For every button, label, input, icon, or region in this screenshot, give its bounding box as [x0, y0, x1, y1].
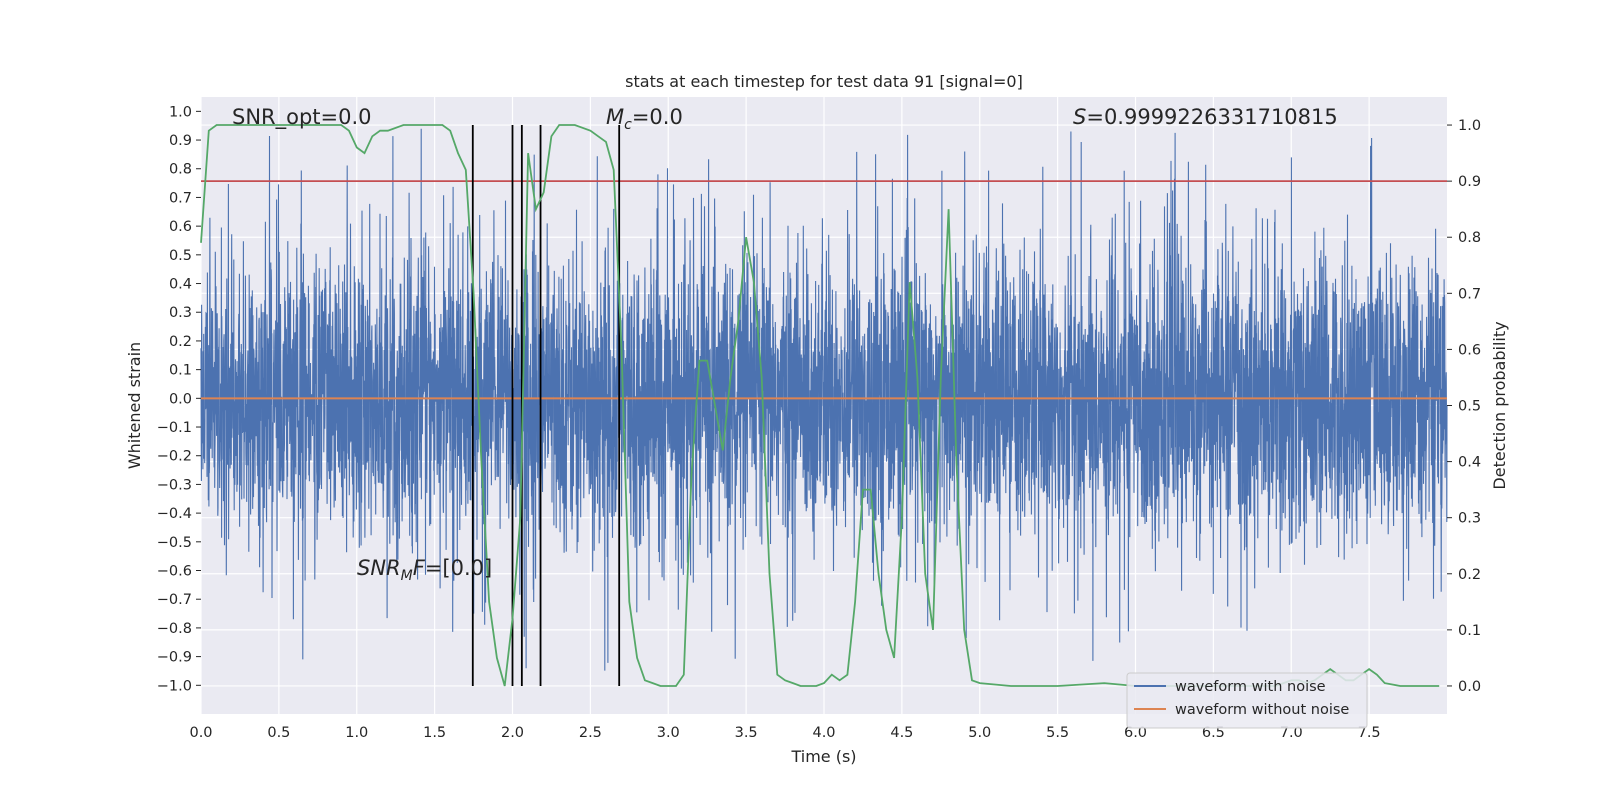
x-tick-label: 0.0: [189, 725, 212, 741]
y2-tick-label: 1.0: [1458, 118, 1481, 134]
y2-tick-label: 0.4: [1458, 455, 1481, 471]
y-tick-label: −0.9: [157, 650, 192, 666]
annotation-chirp-mass-symbol: M: [606, 105, 624, 129]
annotation-snr-mf-symbol: SNR: [357, 556, 401, 580]
y-tick-label: 0.6: [169, 219, 192, 235]
y2-tick-label: 0.0: [1458, 679, 1481, 695]
series-waveform-with-noise: [200, 128, 1448, 671]
annotation-chirp-mass: Mc=0.0: [606, 105, 683, 133]
x-tick-label: 5.0: [968, 725, 991, 741]
y2-axis-ticks: 1.0 0.9 0.8 0.7 0.6 0.5 0.4 0.3 0.2 0.1 0.0: [1447, 118, 1481, 695]
y-tick-label: 0.1: [169, 363, 192, 379]
x-tick-label: 7.0: [1280, 725, 1303, 741]
waveform-with-noise-line: [200, 128, 1448, 671]
y-tick-label: −0.5: [157, 535, 192, 551]
y-tick-label: 0.3: [169, 305, 192, 321]
x-tick-label: 5.5: [1046, 725, 1069, 741]
marker-lines: [471, 125, 621, 686]
y-tick-label: 0.7: [169, 190, 192, 206]
y-tick-label: −0.3: [157, 477, 192, 493]
annotation-snr-mf-subscript: M: [401, 568, 413, 584]
x-tick-label: 7.5: [1358, 725, 1381, 741]
legend-label-waveform-with-noise: waveform with noise: [1175, 679, 1326, 695]
x-tick-label: 1.0: [345, 725, 368, 741]
annotation-snr-mf-mid: F: [413, 556, 426, 580]
x-tick-label: 1.5: [423, 725, 446, 741]
y-tick-label: −0.7: [157, 592, 192, 608]
y-tick-label: −0.2: [157, 449, 192, 465]
annotation-statistic-value: =0.9999226331710815: [1086, 105, 1337, 129]
legend: waveform with noise waveform without noi…: [1126, 672, 1368, 729]
y2-tick-label: 0.9: [1458, 174, 1481, 190]
y2-tick-label: 0.8: [1458, 230, 1481, 246]
y-axis-ticks: 1.0 0.9 0.8 0.7 0.6 0.5 0.4 0.3 0.2 0.1 0.0 −0.1 −0.…: [157, 104, 201, 694]
y-tick-label: 0.8: [169, 162, 192, 178]
y-tick-label: 0.2: [169, 334, 192, 350]
annotation-chirp-mass-value: =0.0: [632, 105, 683, 129]
x-tick-label: 4.5: [890, 725, 913, 741]
legend-box: [1126, 672, 1368, 729]
annotation-snr-mf: SNRMF=[0.0]: [357, 556, 492, 584]
x-tick-label: 2.0: [501, 725, 524, 741]
annotation-statistic: S=0.9999226331710815: [1073, 105, 1338, 129]
y-tick-label: −0.1: [157, 420, 192, 436]
x-axis-label: Time (s): [790, 747, 856, 766]
y-tick-label: 0.0: [169, 391, 192, 407]
x-tick-label: 3.5: [735, 725, 758, 741]
y2-tick-label: 0.7: [1458, 286, 1481, 302]
y-tick-label: −0.8: [157, 621, 192, 637]
x-tick-label: 0.5: [267, 725, 290, 741]
y2-axis-label: Detection probability: [1490, 321, 1509, 489]
y2-tick-label: 0.1: [1458, 623, 1481, 639]
y-tick-label: 0.9: [169, 133, 192, 149]
y-tick-label: −1.0: [157, 678, 192, 694]
x-tick-label: 3.0: [657, 725, 680, 741]
y-tick-label: −0.6: [157, 564, 192, 580]
x-tick-label: 2.5: [579, 725, 602, 741]
y2-tick-label: 0.2: [1458, 567, 1481, 583]
y2-tick-label: 0.6: [1458, 342, 1481, 358]
y2-tick-label: 0.3: [1458, 511, 1481, 527]
annotation-chirp-mass-subscript: c: [624, 117, 632, 133]
annotation-snr-opt: SNR_opt=0.0: [232, 105, 372, 130]
y2-tick-label: 0.5: [1458, 399, 1481, 415]
annotation-snr-mf-value: =[0.0]: [425, 556, 492, 580]
legend-label-waveform-without-noise: waveform without noise: [1175, 702, 1349, 718]
x-tick-label: 6.0: [1124, 725, 1147, 741]
x-axis-ticks: 0.0 0.5 1.0 1.5 2.0 2.5 3.0 3.5 4.0 4.5 5.0 5.5 6.0 6…: [189, 725, 1380, 741]
x-tick-label: 4.0: [812, 725, 835, 741]
annotation-statistic-symbol: S: [1073, 105, 1086, 129]
y-tick-label: −0.4: [157, 506, 192, 522]
y-tick-label: 0.4: [169, 277, 192, 293]
y-axis-label: Whitened strain: [125, 342, 144, 469]
chart-title: stats at each timestep for test data 91 …: [625, 72, 1023, 91]
x-tick-label: 6.5: [1202, 725, 1225, 741]
y-tick-label: 0.5: [169, 248, 192, 264]
y-tick-label: 1.0: [169, 104, 192, 120]
